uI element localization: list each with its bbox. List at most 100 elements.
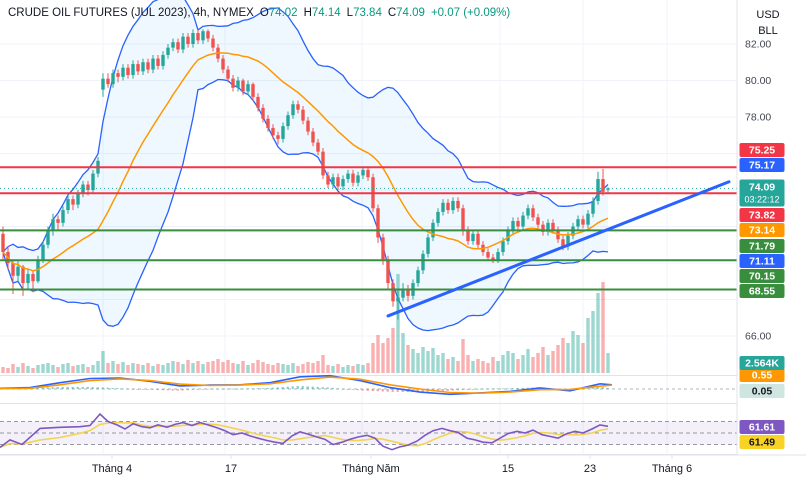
candle-body[interactable] [166, 47, 170, 55]
candle-body[interactable] [201, 31, 205, 41]
candle-body[interactable] [276, 135, 280, 139]
candle-body[interactable] [361, 169, 365, 176]
time-label[interactable]: Tháng Năm [342, 463, 399, 475]
candle-body[interactable] [566, 235, 570, 247]
candle-body[interactable] [126, 67, 130, 76]
candle-body[interactable] [226, 69, 230, 79]
candle-body[interactable] [291, 104, 295, 116]
candle-body[interactable] [506, 230, 510, 242]
time-axis[interactable] [0, 455, 806, 481]
candle-body[interactable] [116, 73, 120, 77]
candle-body[interactable] [576, 219, 580, 227]
candle-body[interactable] [231, 78, 235, 88]
candle-body[interactable] [56, 219, 60, 223]
candle-body[interactable] [281, 126, 285, 139]
candle-body[interactable] [131, 64, 135, 76]
candle-body[interactable] [51, 219, 55, 231]
candle-body[interactable] [356, 175, 360, 183]
candle-body[interactable] [441, 202, 445, 212]
candle-body[interactable] [271, 127, 275, 136]
candle-body[interactable] [241, 80, 245, 92]
time-label[interactable]: Tháng 4 [92, 463, 132, 475]
candle-body[interactable] [436, 211, 440, 223]
candle-body[interactable] [81, 184, 85, 194]
candle-body[interactable] [251, 84, 255, 97]
candle-body[interactable] [256, 96, 260, 108]
time-label[interactable]: 23 [584, 463, 596, 475]
candle-body[interactable] [316, 142, 320, 152]
candle-body[interactable] [186, 36, 190, 44]
candle-body[interactable] [301, 109, 305, 121]
candle-body[interactable] [516, 221, 520, 227]
candle-body[interactable] [31, 273, 35, 282]
candle-body[interactable] [511, 221, 515, 231]
candle-body[interactable] [526, 208, 530, 216]
candle-body[interactable] [16, 266, 20, 276]
candle-body[interactable] [536, 217, 540, 225]
candle-body[interactable] [176, 42, 180, 50]
candle-body[interactable] [146, 62, 150, 70]
candle-body[interactable] [581, 219, 585, 225]
candle-body[interactable] [86, 184, 90, 190]
candle-body[interactable] [181, 36, 185, 50]
candle-body[interactable] [596, 179, 600, 201]
candle-body[interactable] [121, 67, 125, 77]
candle-body[interactable] [456, 200, 460, 209]
candle-body[interactable] [306, 120, 310, 132]
candle-body[interactable] [501, 241, 505, 253]
candle-body[interactable] [46, 230, 50, 245]
candle-body[interactable] [546, 222, 550, 232]
candle-body[interactable] [496, 252, 500, 262]
candle-body[interactable] [136, 64, 140, 72]
candle-body[interactable] [471, 233, 475, 242]
candle-body[interactable] [311, 131, 315, 143]
macd-line[interactable] [0, 374, 613, 396]
candle-body[interactable] [1, 233, 5, 253]
candle-body[interactable] [221, 58, 225, 70]
candle-body[interactable] [541, 224, 545, 232]
candle-body[interactable] [606, 188, 610, 190]
candle-body[interactable] [296, 104, 300, 110]
candle-body[interactable] [71, 199, 75, 205]
candle-body[interactable] [386, 259, 390, 284]
time-label[interactable]: Tháng 6 [652, 463, 692, 475]
macd-signal-line[interactable] [0, 376, 613, 395]
candle-body[interactable] [476, 233, 480, 245]
candle-body[interactable] [591, 200, 595, 214]
candle-body[interactable] [416, 270, 420, 284]
candle-body[interactable] [551, 222, 555, 231]
candle-body[interactable] [21, 266, 25, 284]
candle-body[interactable] [11, 263, 15, 276]
candle-body[interactable] [141, 62, 145, 72]
candle-body[interactable] [446, 202, 450, 211]
candle-body[interactable] [451, 200, 455, 211]
candle-body[interactable] [106, 78, 110, 85]
time-label[interactable]: 17 [225, 463, 237, 475]
candle-body[interactable] [206, 31, 210, 39]
candle-body[interactable] [486, 252, 490, 258]
candle-body[interactable] [191, 33, 195, 44]
candle-body[interactable] [531, 208, 535, 218]
rsi-line[interactable] [0, 412, 609, 451]
candle-body[interactable] [196, 33, 200, 41]
candle-body[interactable] [331, 177, 335, 185]
candle-body[interactable] [346, 173, 350, 180]
candle-body[interactable] [376, 208, 380, 238]
candle-body[interactable] [91, 173, 95, 190]
candle-body[interactable] [261, 107, 265, 119]
candle-body[interactable] [561, 239, 565, 247]
candle-body[interactable] [586, 213, 590, 225]
candle-body[interactable] [406, 288, 410, 296]
candle-body[interactable] [326, 175, 330, 185]
symbol-title[interactable]: CRUDE OIL FUTURES (JUL 2023), 4h, NYMEX [8, 7, 254, 19]
candle-body[interactable] [76, 193, 80, 205]
candle-body[interactable] [41, 244, 45, 260]
candle-body[interactable] [286, 115, 290, 127]
bollinger-basis-line[interactable] [2, 52, 609, 272]
candle-body[interactable] [111, 73, 115, 85]
candle-body[interactable] [151, 58, 155, 70]
candle-body[interactable] [351, 173, 355, 183]
candle-body[interactable] [396, 297, 400, 302]
candle-body[interactable] [391, 283, 395, 302]
candle-body[interactable] [211, 38, 215, 48]
